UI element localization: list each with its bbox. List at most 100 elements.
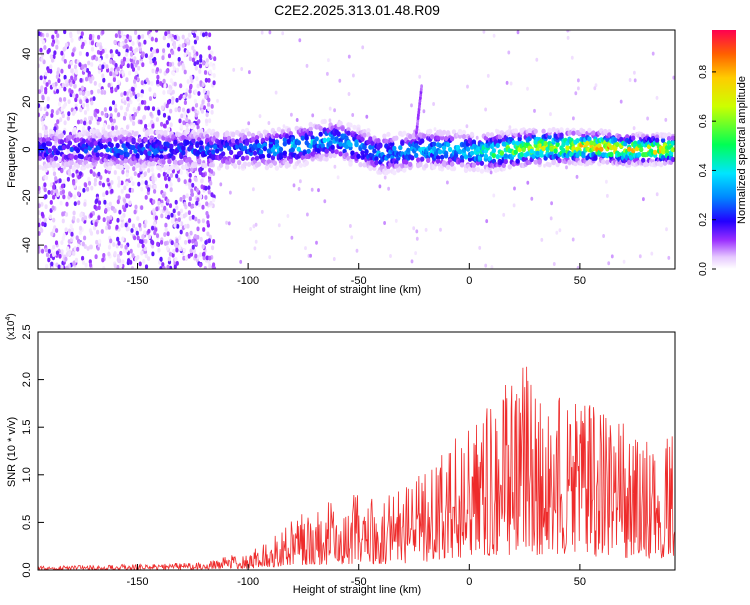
spectrogram-noise-cell	[602, 234, 605, 238]
spectrogram-signal-cell	[525, 151, 530, 157]
spectrogram-signal-cell	[179, 159, 184, 165]
spectrogram-noise-cell	[41, 221, 45, 227]
spectrogram-noise-cell	[114, 107, 118, 113]
spectrogram-noise-cell	[144, 180, 148, 186]
spectrogram-noise-cell	[151, 106, 156, 111]
spectrogram-signal-cell	[378, 142, 383, 148]
spectrogram-signal-cell	[179, 153, 184, 160]
spectrogram-signal-cell	[439, 154, 445, 160]
spectrogram-noise-cell	[162, 48, 166, 53]
spectrogram-noise-cell	[207, 102, 211, 108]
spectrogram-noise-cell	[89, 262, 93, 268]
spectrogram-signal-cell	[441, 129, 447, 135]
spectrogram-noise-cell	[67, 228, 72, 234]
spectrogram-signal-cell	[652, 149, 658, 155]
spectrogram-noise-cell	[105, 64, 109, 70]
spectrogram-noise-cell	[349, 224, 352, 228]
spectrogram-noise-cell	[128, 88, 132, 94]
spectrogram-noise-cell	[237, 165, 241, 170]
spectrogram-noise-cell	[190, 124, 194, 130]
spectrogram-noise-cell	[642, 197, 645, 202]
spectrogram-noise-cell	[478, 245, 482, 250]
spectrogram-noise-cell	[98, 180, 102, 186]
spectrogram-noise-cell	[492, 193, 496, 198]
spectrogram-noise-cell	[117, 51, 121, 57]
spectrogram-noise-cell	[116, 217, 120, 223]
spectrogram-noise-cell	[166, 214, 171, 220]
spectrogram-noise-cell	[51, 82, 56, 88]
spectrogram-signal-cell	[115, 142, 120, 149]
spectrogram-noise-cell	[43, 217, 47, 223]
spectrogram-noise-cell	[170, 240, 174, 246]
spectrogram-signal-cell	[408, 161, 413, 167]
spectrogram-noise-cell	[75, 93, 79, 99]
spectrogram-noise-cell	[91, 75, 95, 81]
spectrogram-noise-cell	[197, 218, 201, 224]
spectrogram-signal-cell	[296, 140, 301, 146]
spectrogram-signal-cell	[497, 138, 502, 144]
spectrogram-noise-cell	[439, 227, 442, 232]
spectrogram-noise-cell	[55, 89, 60, 94]
spectrogram-noise-cell	[60, 240, 64, 246]
spectrogram-noise-cell	[159, 81, 163, 86]
spectrogram-noise-cell	[169, 78, 173, 84]
spectrogram-signal-cell	[607, 132, 612, 138]
spectrogram-signal-cell	[224, 130, 230, 136]
spectrogram-noise-cell	[141, 51, 145, 57]
spectrogram-noise-cell	[77, 200, 81, 206]
spectrogram-noise-cell	[199, 58, 203, 63]
spectrogram-noise-cell	[610, 254, 614, 259]
spectrogram-y-ticks: -40 -20 0 20 40	[21, 48, 44, 253]
spectrogram-signal-cell	[125, 152, 130, 158]
spectrogram-signal-cell	[451, 129, 457, 135]
spectrogram-signal-cell	[418, 161, 423, 167]
spectrogram-noise-cell	[97, 34, 101, 40]
spectrogram-noise-cell	[205, 211, 209, 216]
spectrogram-noise-cell	[88, 119, 92, 125]
spectrogram-x-tick-label: 0	[466, 275, 472, 287]
spectrogram-signal-cell	[599, 146, 604, 152]
spectrogram-noise-cell	[137, 243, 141, 248]
spectrogram-noise-cell	[81, 41, 85, 47]
spectrogram-noise-cell	[44, 86, 48, 92]
spectrogram-noise-cell	[119, 105, 123, 111]
spectrogram-noise-cell	[40, 117, 44, 123]
spectrogram-noise-cell	[85, 98, 89, 104]
spectrogram-signal-cell	[234, 144, 240, 150]
spectrogram-noise-cell	[72, 48, 76, 53]
snr-y-tick-label: 1.5	[21, 420, 33, 435]
spectrogram-noise-cell	[117, 112, 121, 118]
spectrogram-noise-cell	[111, 60, 115, 65]
spectrogram-signal-cell	[501, 162, 506, 168]
spectrogram-noise-cell	[69, 192, 73, 198]
spectrogram-signal-cell	[75, 137, 81, 143]
snr-x-tick-label: -150	[127, 576, 149, 588]
spectrogram-noise-cell	[196, 226, 200, 232]
spectrogram-signal-cell	[205, 137, 210, 144]
spectrogram-noise-cell	[73, 76, 77, 81]
spectrogram-noise-cell	[202, 255, 206, 261]
spectrogram-noise-cell	[193, 30, 198, 33]
spectrogram-noise-cell	[163, 232, 167, 237]
spectrogram-noise-cell	[205, 62, 209, 68]
spectrogram-noise-cell	[69, 60, 74, 66]
spectrogram-noise-cell	[110, 53, 114, 58]
spectrogram-noise-cell	[70, 107, 74, 113]
spectrogram-noise-cell	[194, 65, 198, 71]
spectrogram-noise-cell	[484, 263, 488, 268]
spectrogram-noise-cell	[201, 204, 205, 210]
spectrogram-noise-cell	[191, 57, 195, 63]
spectrogram-signal-cell	[356, 153, 361, 159]
spectrogram-signal-cell	[171, 155, 176, 161]
spectrogram-y-axis-label: Frequency (Hz)	[6, 112, 18, 188]
spectrogram-noise-cell	[125, 48, 129, 54]
spectrogram-signal-cell	[527, 127, 532, 134]
spectrogram-noise-cell	[60, 183, 65, 189]
spectrogram-noise-cell	[72, 251, 76, 256]
spectrogram-x-tick-label: -150	[127, 275, 149, 287]
snr-x-tick-label: -100	[237, 576, 259, 588]
spectrogram-noise-cell	[68, 171, 72, 177]
spectrogram-signal-cell	[236, 160, 242, 166]
spectrogram-noise-cell	[40, 248, 45, 254]
spectrogram-noise-cell	[151, 225, 155, 231]
